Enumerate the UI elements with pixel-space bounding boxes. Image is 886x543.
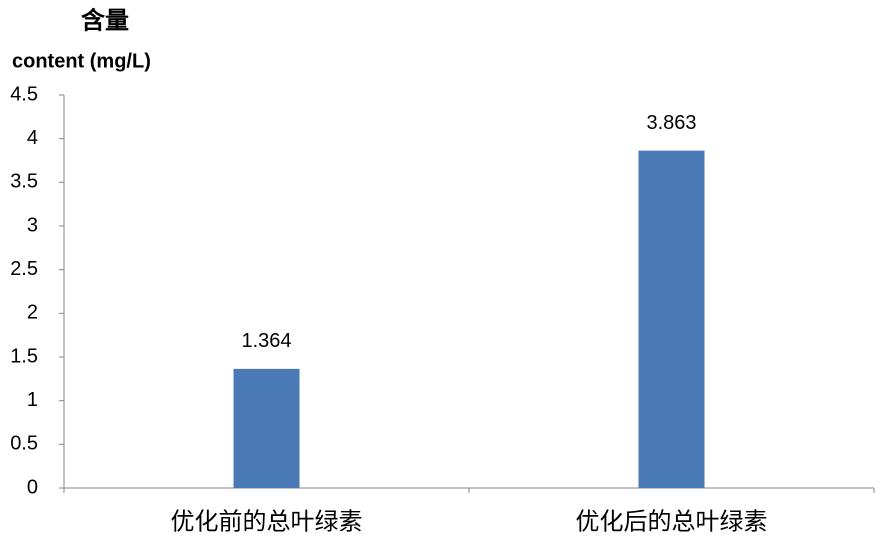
bar	[638, 150, 705, 488]
y-tick-label: 0	[27, 476, 38, 498]
value-label: 1.364	[241, 330, 291, 352]
y-tick-label: 3.5	[10, 171, 38, 193]
y-tick-label: 1.5	[10, 345, 38, 367]
x-tick-label: 优化后的总叶绿素	[576, 508, 768, 535]
y-tick-label: 0.5	[10, 433, 38, 455]
chart-title: 含量	[81, 6, 129, 34]
bar	[233, 368, 300, 488]
y-tick-label: 4	[27, 127, 38, 149]
y-tick-label: 2	[27, 302, 38, 324]
value-label: 3.863	[646, 112, 696, 134]
y-tick-label: 3	[27, 214, 38, 236]
y-axis-label: content (mg/L)	[12, 50, 151, 72]
y-tick-label: 4.5	[10, 83, 38, 105]
y-tick-label: 1	[27, 389, 38, 411]
y-tick-label: 2.5	[10, 258, 38, 280]
x-tick-label: 优化前的总叶绿素	[171, 508, 363, 535]
